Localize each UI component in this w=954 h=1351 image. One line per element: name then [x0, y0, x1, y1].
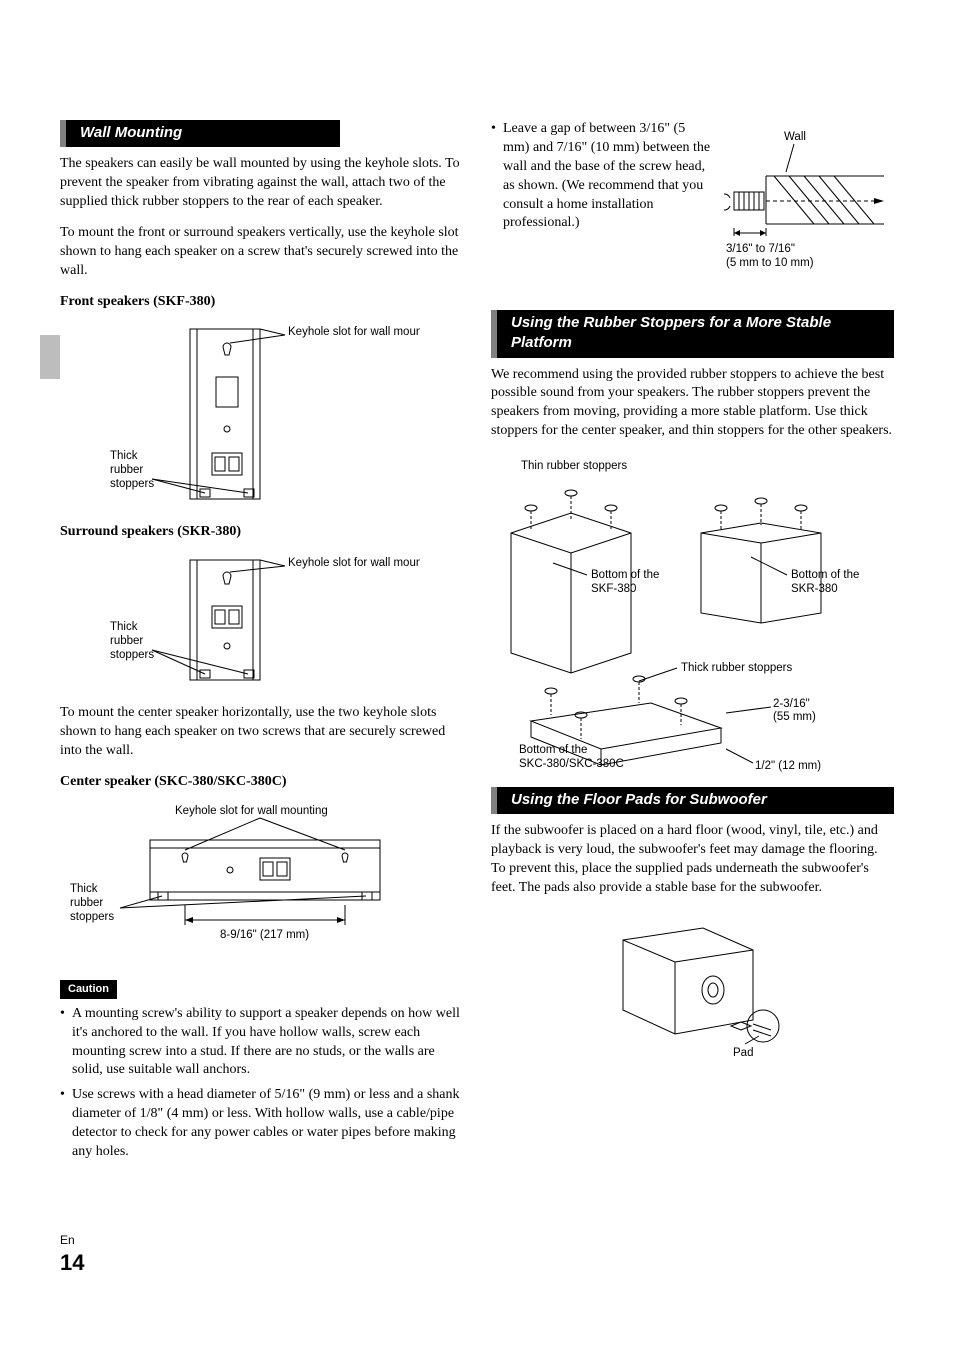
label-skf: Bottom of the SKF-380	[591, 569, 663, 595]
paragraph: We recommend using the provided rubber s…	[491, 366, 894, 442]
gap-note-text: Leave a gap of between 3/16" (5 mm) and …	[491, 120, 714, 233]
page-lang: En	[60, 1232, 894, 1248]
heading-wall-mounting: Wall Mounting	[60, 120, 340, 147]
paragraph: If the subwoofer is placed on a hard flo…	[491, 822, 894, 898]
figure-subwoofer-pad: Pad	[491, 910, 894, 1060]
caution-item: Use screws with a head diameter of 5/16"…	[60, 1086, 463, 1162]
label-pad: Pad	[733, 1047, 753, 1059]
label-center-speaker: Center speaker (SKC-380/SKC-380C)	[60, 773, 463, 792]
callout-thick-stoppers: Thick rubber stoppers	[110, 621, 154, 661]
paragraph: The speakers can easily be wall mounted …	[60, 155, 463, 212]
heading-floor-pads: Using the Floor Pads for Subwoofer	[491, 787, 894, 814]
heading-rubber-stoppers: Using the Rubber Stoppers for a More Sta…	[491, 310, 894, 358]
side-tab	[40, 335, 60, 379]
page-number: 14	[60, 1248, 894, 1278]
paragraph: To mount the center speaker horizontally…	[60, 704, 463, 761]
page-footer: En 14	[60, 1232, 894, 1278]
caution-badge: Caution	[60, 980, 117, 999]
callout-keyhole: Keyhole slot for wall mounting	[175, 805, 328, 817]
caution-list: A mounting screw's ability to support a …	[60, 1005, 463, 1162]
label-front-speakers: Front speakers (SKF-380)	[60, 293, 463, 312]
label-wall: Wall	[784, 131, 806, 143]
label-skr: Bottom of the SKR-380	[791, 569, 863, 595]
figure-wall-gap: Wall	[724, 128, 894, 278]
two-column-layout: Wall Mounting The speakers can easily be…	[60, 120, 894, 1172]
callout-thick-stoppers: Thick rubber stoppers	[110, 450, 154, 490]
label-surround-speakers: Surround speakers (SKR-380)	[60, 523, 463, 542]
callout-keyhole: Keyhole slot for wall mounting	[288, 557, 420, 569]
callout-thick-stoppers: Thick rubber stoppers	[70, 883, 114, 923]
dimension-center-width: 8-9/16" (217 mm)	[220, 929, 309, 941]
right-column: Leave a gap of between 3/16" (5 mm) and …	[491, 120, 894, 1172]
dim-55mm: 2-3/16" (55 mm)	[773, 698, 816, 723]
label-thick-stoppers: Thick rubber stoppers	[681, 662, 792, 674]
dim-12mm: 1/2" (12 mm)	[755, 760, 821, 772]
paragraph: To mount the front or surround speakers …	[60, 224, 463, 281]
dim-gap-1: 3/16" to 7/16"	[726, 243, 795, 255]
dim-gap-2: (5 mm to 10 mm)	[726, 257, 814, 269]
figure-center-speaker: Keyhole slot for wall mounting	[60, 800, 463, 960]
figure-front-speaker: Keyhole slot for wall mounting Thick rub…	[60, 319, 463, 509]
caution-item: A mounting screw's ability to support a …	[60, 1005, 463, 1081]
figure-surround-speaker: Keyhole slot for wall mounting Thick rub…	[60, 550, 463, 690]
left-column: Wall Mounting The speakers can easily be…	[60, 120, 463, 1172]
figure-thin-stoppers: Thin rubber stoppers Bottom of the SKF-3…	[491, 453, 894, 773]
label-thin-stoppers: Thin rubber stoppers	[521, 460, 627, 472]
gap-note: Leave a gap of between 3/16" (5 mm) and …	[491, 120, 714, 239]
callout-keyhole: Keyhole slot for wall mounting	[288, 326, 420, 338]
